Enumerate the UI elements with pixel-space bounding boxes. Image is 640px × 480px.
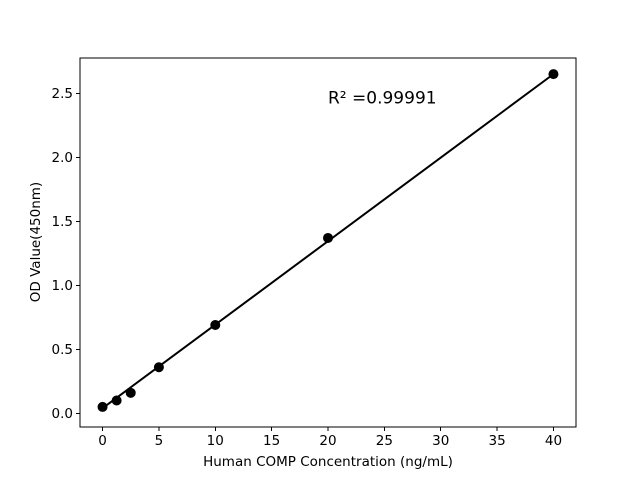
x-tick-label: 40 [545, 433, 562, 449]
x-tick-label: 15 [263, 433, 280, 449]
data-point [548, 69, 559, 80]
x-tick-label: 30 [432, 433, 449, 449]
x-axis-label: Human COMP Concentration (ng/mL) [203, 454, 453, 470]
r-squared-annotation: R² =0.99991 [328, 89, 437, 109]
y-tick-label: 2.5 [52, 86, 73, 102]
data-series [97, 69, 559, 412]
y-tick-label: 0.0 [52, 406, 73, 422]
axis-ticks: 0 5 10 15 20 25 30 35 40 0.0 0.5 1.0 1.5 2.0 2.5 [52, 86, 563, 449]
x-tick-label: 0 [98, 433, 107, 449]
y-tick-label: 0.5 [52, 342, 73, 358]
data-point [323, 232, 333, 243]
data-point [97, 401, 108, 412]
data-point [111, 395, 122, 406]
x-tick-label: 25 [376, 433, 393, 449]
y-tick-label: 1.5 [52, 214, 73, 230]
y-axis-label: OD Value(450nm) [28, 182, 44, 302]
x-tick-label: 20 [319, 433, 336, 449]
y-tick-label: 2.0 [52, 150, 73, 166]
axes-frame [79, 57, 577, 428]
x-tick-label: 5 [155, 433, 164, 449]
x-tick-label: 35 [488, 433, 505, 449]
data-point [125, 387, 136, 398]
y-tick-label: 1.0 [52, 278, 73, 294]
data-point [153, 362, 164, 373]
x-tick-label: 10 [207, 433, 224, 449]
data-point [210, 319, 221, 330]
